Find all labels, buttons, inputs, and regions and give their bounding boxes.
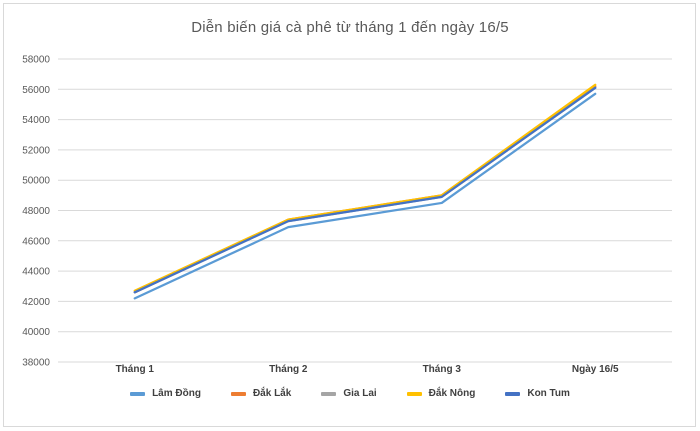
y-tick-label: 40000: [22, 327, 50, 338]
y-tick-label: 50000: [22, 176, 50, 187]
legend-label: Kon Tum: [527, 388, 570, 399]
legend-marker-icon: [406, 391, 422, 396]
y-tick-label: 58000: [22, 55, 50, 66]
legend-label: Lâm Đồng: [152, 388, 201, 399]
legend-marker-icon: [130, 391, 146, 396]
series-line: [133, 92, 597, 300]
legend-item: Đắk Lắk: [230, 388, 292, 399]
y-tick-label: 38000: [22, 358, 50, 369]
y-tick-label: 42000: [22, 297, 50, 308]
x-tick-label: Ngày 16/5: [572, 364, 619, 375]
legend-label: Gia Lai: [343, 388, 377, 399]
y-tick-label: 54000: [22, 115, 50, 126]
legend-label: Đắk Nông: [428, 388, 476, 399]
y-tick-label: 56000: [22, 85, 50, 96]
legend-item: Đắk Nông: [406, 388, 476, 399]
legend-item: Lâm Đồng: [130, 388, 201, 399]
x-axis-tick-labels: Tháng 1 Tháng 2 Tháng 3 Ngày 16/5: [116, 364, 619, 375]
y-tick-label: 48000: [22, 206, 50, 217]
chart-frame: [3, 3, 696, 427]
x-tick-label: Tháng 3: [423, 364, 462, 375]
x-tick-label: Tháng 2: [269, 364, 308, 375]
chart-legend: Lâm Đồng Đắk Lắk Gia Lai Đắk Nông Kon Tum: [0, 388, 700, 399]
legend-marker-icon: [321, 391, 337, 396]
gridlines: [58, 58, 672, 363]
series-line: [133, 86, 597, 294]
y-tick-label: 46000: [22, 236, 50, 247]
y-tick-label: 52000: [22, 145, 50, 156]
legend-marker-icon: [230, 391, 246, 396]
series-lines: [133, 83, 597, 300]
legend-item: Gia Lai: [321, 388, 377, 399]
legend-label: Đắk Lắk: [252, 388, 292, 399]
y-axis-tick-labels: 38000 40000 42000 44000 46000 48000 50000 52000…: [22, 55, 50, 369]
series-line: [133, 83, 597, 292]
series-line: [133, 86, 597, 294]
legend-marker-icon: [505, 391, 521, 396]
x-tick-label: Tháng 1: [116, 364, 155, 375]
chart-title: Diễn biến giá cà phê từ tháng 1 đến ngày…: [191, 19, 509, 36]
y-tick-label: 44000: [22, 267, 50, 278]
legend-item: Kon Tum: [505, 388, 570, 399]
